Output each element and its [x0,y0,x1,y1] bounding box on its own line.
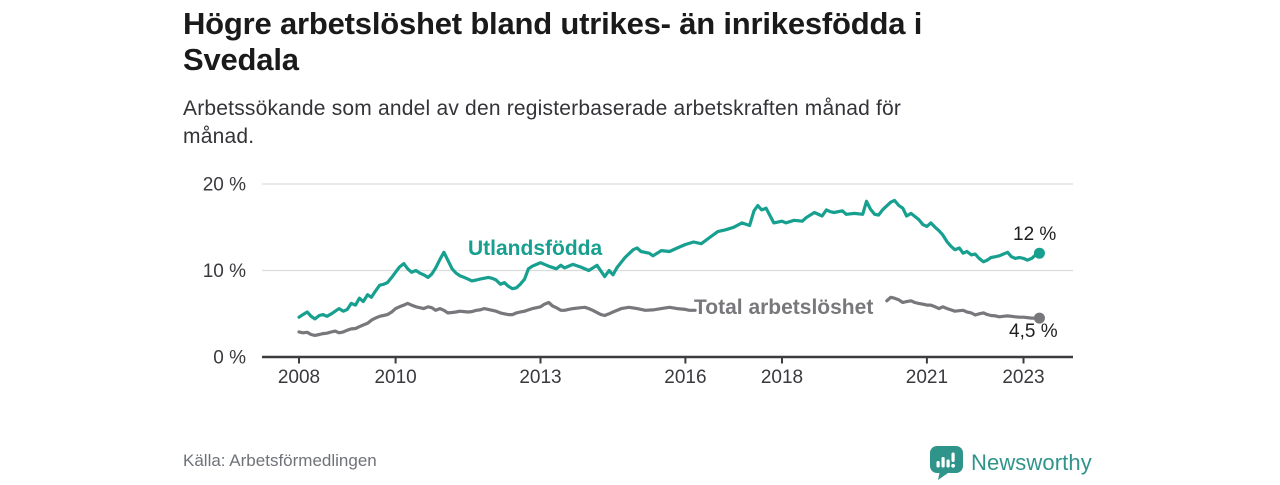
x-tick-label-2008: 2008 [278,367,320,388]
newsworthy-logo-text: Newsworthy [971,450,1092,475]
series-label-total-arbetsloshet: Total arbetslöshet [694,296,874,319]
newsworthy-logo: Newsworthy [930,446,1092,480]
series-line-1-seg1 [885,295,1042,320]
series-end-dot-0 [1033,247,1045,259]
x-tick-label-2023: 2023 [1002,367,1044,388]
x-tick-label-2016: 2016 [664,367,706,388]
end-value-label-total: 4,5 % [1009,321,1058,342]
y-tick-label-10: 10 % [203,261,246,282]
page-title: Högre arbetslöshet bland utrikes- än inr… [183,6,923,77]
page-subtitle: Arbetssökande som andel av den registerb… [183,97,902,148]
y-tick-label-20: 20 % [203,175,246,196]
x-tick-label-2013: 2013 [519,367,561,388]
source-note: Källa: Arbetsförmedlingen [183,451,377,470]
series-end-dot-1 [1033,312,1045,324]
series-line-0 [297,198,1042,321]
line-chart: 2008 2010 2013 2016 2018 2021 2023 0 % 10 % 20 % [203,175,1073,388]
series-label-utlandsfodda: Utlandsfödda [468,237,603,260]
x-tick-label-2021: 2021 [906,367,948,388]
y-tick-label-0: 0 % [213,348,246,369]
newsworthy-bubble-chart-icon [930,446,963,480]
end-value-label-utlandsfodda: 12 % [1013,224,1057,245]
x-tick-label-2018: 2018 [761,367,803,388]
x-tick-label-2010: 2010 [374,367,416,388]
series-line-1-seg0 [297,300,697,337]
